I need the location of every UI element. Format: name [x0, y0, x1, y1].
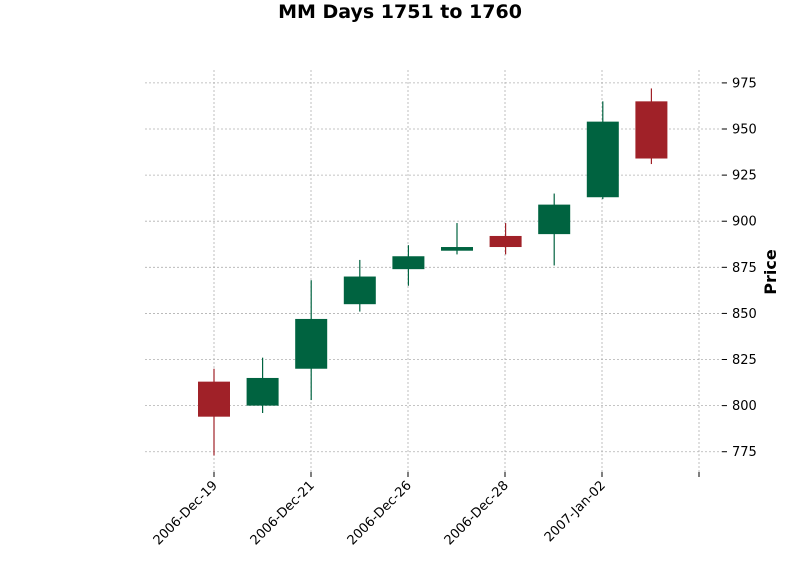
y-axis: 775 800 825 850 875 900 925 950 975 [722, 76, 757, 460]
y-tick-label: 900 [732, 215, 757, 230]
candle-body [441, 247, 473, 251]
candle-body [635, 101, 668, 159]
y-tick-label: 850 [732, 307, 757, 322]
y-axis-label: Price [761, 249, 780, 295]
candle-body [586, 121, 619, 198]
candle [198, 368, 230, 456]
candle-body [295, 318, 328, 369]
x-tick-label: 2006-Dec-28 [442, 478, 512, 548]
x-tick-label: 2007-Jan-02 [542, 478, 609, 545]
candle [441, 223, 473, 255]
candle [489, 223, 522, 255]
y-tick-label: 875 [732, 261, 757, 276]
y-tick-label: 775 [732, 445, 757, 460]
candle-body [392, 256, 425, 270]
y-tick-label: 925 [732, 169, 757, 184]
y-tick-label: 950 [732, 123, 757, 138]
y-tick-label: 800 [732, 399, 757, 414]
candle-body [246, 377, 279, 406]
candle [538, 193, 571, 266]
candle [586, 101, 619, 200]
y-tick-label: 975 [732, 76, 757, 91]
chart-title: MM Days 1751 to 1760 [278, 1, 522, 23]
candle-body [489, 235, 522, 248]
x-tick-label: 2006-Dec-19 [151, 478, 221, 548]
candle [246, 357, 279, 413]
x-tick-label: 2006-Dec-26 [345, 478, 415, 548]
candles [198, 88, 668, 456]
candle [295, 280, 328, 401]
candle-body [538, 204, 571, 235]
candle [343, 259, 376, 312]
candle [635, 88, 668, 165]
y-tick-label: 825 [732, 353, 757, 368]
candle-body [343, 276, 376, 305]
x-tick-label: 2006-Dec-21 [248, 478, 318, 548]
candle-body [198, 381, 230, 417]
candle [392, 245, 425, 286]
x-axis: 2006-Dec-19 2006-Dec-21 2006-Dec-26 2006-De… [151, 472, 700, 548]
